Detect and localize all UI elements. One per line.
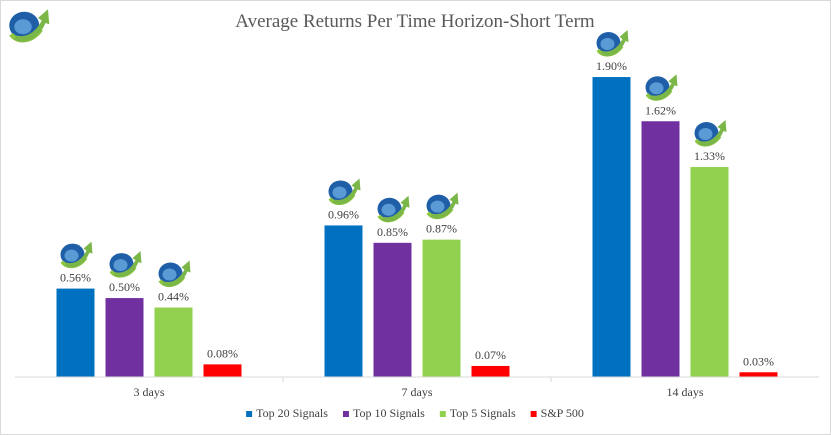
legend-swatch (246, 411, 253, 417)
data-label-top-5-signals-7-days: 0.87% (426, 222, 457, 236)
bar-s-p-500-3-days (203, 364, 242, 377)
legend-item-s-p-500: S&P 500 (530, 406, 584, 420)
legend-item-top-10-signals: Top 10 Signals (342, 406, 425, 420)
data-label-top-10-signals-7-days: 0.85% (377, 225, 408, 239)
legend-label: Top 5 Signals (450, 406, 516, 420)
company-logo-icon (9, 9, 50, 43)
legend-item-top-20-signals: Top 20 Signals (246, 406, 328, 420)
chart-title: Average Returns Per Time Horizon-Short T… (235, 11, 595, 32)
legend-item-top-5-signals: Top 5 Signals (439, 406, 516, 420)
legend-swatch (342, 411, 349, 417)
x-tick-label-14-days: 14 days (667, 385, 704, 399)
x-tick-label-3-days: 3 days (134, 385, 165, 399)
data-label-s-p-500-7-days: 0.07% (475, 348, 506, 362)
bar-top-20-signals-7-days (324, 225, 363, 377)
logo-icon (60, 241, 93, 269)
data-label-top-20-signals-3-days: 0.56% (60, 271, 91, 285)
legend: Top 20 Signals Top 10 Signals Top 5 Signal… (246, 406, 584, 420)
logo-icon (109, 251, 142, 278)
legend-label: Top 10 Signals (353, 406, 425, 420)
bar-top-20-signals-3-days (56, 288, 95, 377)
data-label-s-p-500-3-days: 0.08% (207, 346, 238, 360)
data-label-top-20-signals-14-days: 1.90% (596, 59, 627, 73)
bar-top-10-signals-7-days (373, 242, 412, 377)
data-label-s-p-500-14-days: 0.03% (743, 354, 774, 368)
data-label-top-5-signals-14-days: 1.33% (694, 149, 725, 163)
bar-top-5-signals-3-days (154, 307, 193, 377)
legend-swatch (439, 411, 446, 417)
data-label-top-10-signals-3-days: 0.50% (109, 280, 140, 294)
x-tick-label-7-days: 7 days (402, 385, 433, 399)
data-label-top-10-signals-14-days: 1.62% (645, 103, 676, 117)
bar-top-20-signals-14-days (592, 77, 631, 378)
ticks-layer: 3 days 7 days 14 days (134, 377, 704, 399)
logo-icon (426, 192, 459, 220)
bar-top-10-signals-14-days (641, 121, 680, 377)
logo-icon (158, 260, 191, 288)
bar-s-p-500-14-days (739, 372, 778, 377)
legend-label: Top 20 Signals (256, 406, 328, 420)
logo-icon (694, 120, 727, 147)
logo-icon (377, 195, 410, 223)
bar-s-p-500-7-days (471, 365, 510, 377)
logo-icon (596, 30, 629, 57)
data-label-top-20-signals-7-days: 0.96% (328, 207, 359, 221)
logo-icon (645, 74, 678, 101)
data-label-top-5-signals-3-days: 0.44% (158, 290, 189, 304)
legend-label: S&P 500 (541, 406, 584, 420)
bars-layer: 0.56% 0.50% 0.44% 0.08% 0.96% 0.85% 0.87% 0.07%… (56, 30, 778, 378)
bar-top-5-signals-7-days (422, 239, 461, 377)
bar-top-5-signals-14-days (690, 167, 729, 377)
logo-icon (328, 178, 361, 206)
legend-swatch (530, 411, 537, 417)
bar-top-10-signals-3-days (105, 298, 144, 377)
